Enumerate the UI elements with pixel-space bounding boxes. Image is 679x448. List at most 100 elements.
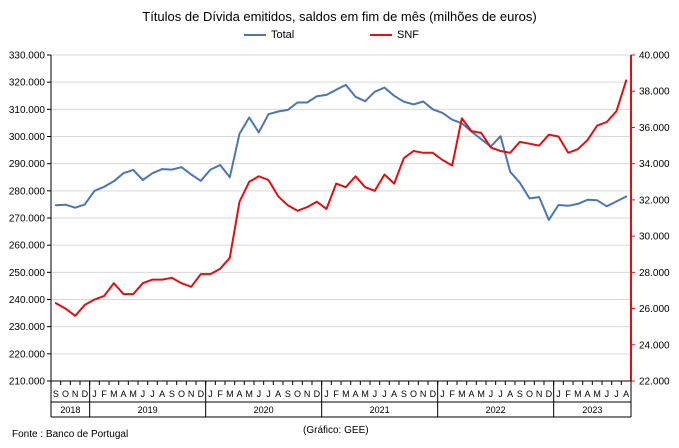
x-tick-label: J — [382, 389, 387, 399]
x-tick-label: F — [565, 389, 571, 399]
y-right-tick-label: 36.000 — [639, 123, 670, 134]
x-tick-label: O — [294, 389, 301, 399]
y-right-tick-label: 30.000 — [639, 232, 670, 243]
x-tick-label: J — [141, 389, 146, 399]
x-tick-label: O — [178, 389, 185, 399]
x-tick-label: F — [333, 389, 339, 399]
x-tick-label: F — [449, 389, 455, 399]
x-tick-label: N — [304, 389, 311, 399]
x-tick-label: A — [236, 389, 242, 399]
x-tick-label: M — [361, 389, 369, 399]
x-tick-label: O — [410, 389, 417, 399]
x-tick-label: S — [401, 389, 407, 399]
x-tick-label: S — [53, 389, 59, 399]
y-right-tick-label: 28.000 — [639, 268, 670, 279]
y-left-tick-label: 270.000 — [9, 214, 46, 225]
chart-title: Títulos de Dívida emitidos, saldos em fi… — [142, 9, 537, 24]
y-left-tick-label: 330.000 — [9, 51, 46, 62]
source-note: Fonte : Banco de Portugal — [12, 429, 129, 440]
x-tick-label: A — [623, 389, 629, 399]
x-tick-label: M — [593, 389, 601, 399]
y-right-tick-label: 34.000 — [639, 159, 670, 170]
year-label: 2022 — [486, 405, 506, 415]
x-tick-label: M — [477, 389, 485, 399]
x-tick-label: N — [188, 389, 195, 399]
x-tick-label: D — [430, 389, 437, 399]
x-tick-label: N — [536, 389, 543, 399]
chart-credit: (Gráfico: GEE) — [303, 425, 369, 436]
y-right-tick-label: 40.000 — [639, 51, 670, 62]
x-tick-label: D — [546, 389, 553, 399]
legend-total-label: Total — [271, 29, 295, 41]
x-tick-label: J — [373, 389, 378, 399]
x-tick-label: J — [440, 389, 445, 399]
x-tick-label: S — [517, 389, 523, 399]
x-tick-label: J — [257, 389, 262, 399]
y-left-tick-label: 210.000 — [9, 377, 46, 388]
x-tick-label: F — [217, 389, 223, 399]
y-right-tick-label: 24.000 — [639, 340, 670, 351]
x-tick-label: O — [62, 389, 69, 399]
legend-total-swatch — [244, 34, 266, 36]
y-left-tick-label: 260.000 — [9, 241, 46, 252]
x-tick-label: J — [498, 389, 503, 399]
x-tick-label: A — [507, 389, 513, 399]
y-left-tick-label: 320.000 — [9, 78, 46, 89]
x-tick-label: A — [352, 389, 358, 399]
year-label: 2019 — [138, 405, 158, 415]
y-left-tick-label: 310.000 — [9, 105, 46, 116]
y-left-tick-label: 250.000 — [9, 268, 46, 279]
year-label: 2020 — [254, 405, 274, 415]
x-tick-label: A — [468, 389, 474, 399]
series-line-total — [54, 83, 628, 221]
x-tick-label: A — [120, 389, 126, 399]
x-tick-label: J — [266, 389, 271, 399]
x-tick-label: M — [226, 389, 234, 399]
x-tick-label: J — [556, 389, 561, 399]
year-label: 2021 — [370, 405, 390, 415]
y-left-tick-label: 230.000 — [9, 322, 46, 333]
x-tick-label: F — [101, 389, 107, 399]
x-tick-label: J — [150, 389, 155, 399]
x-tick-label: M — [458, 389, 466, 399]
y-right-tick-label: 26.000 — [639, 304, 670, 315]
legend-snf-label: SNF — [397, 29, 419, 41]
x-tick-label: A — [159, 389, 165, 399]
x-tick-label: J — [489, 389, 494, 399]
year-label: 2023 — [582, 405, 602, 415]
x-tick-label: D — [198, 389, 205, 399]
y-left-tick-label: 240.000 — [9, 295, 46, 306]
y-right-tick-label: 22.000 — [639, 377, 670, 388]
x-tick-label: J — [605, 389, 610, 399]
x-tick-label: N — [420, 389, 427, 399]
x-tick-label: N — [72, 389, 79, 399]
x-tick-label: A — [275, 389, 281, 399]
y-right-tick-label: 38.000 — [639, 87, 670, 98]
series-line-snf — [54, 79, 628, 317]
x-tick-label: J — [614, 389, 619, 399]
y-left-tick-label: 220.000 — [9, 349, 46, 360]
x-tick-label: M — [245, 389, 253, 399]
legend-snf: SNF — [370, 29, 419, 41]
x-tick-label: D — [82, 389, 89, 399]
x-tick-label: S — [169, 389, 175, 399]
x-tick-label: A — [391, 389, 397, 399]
year-label: 2018 — [60, 405, 80, 415]
legend-total: Total — [244, 29, 294, 41]
x-tick-label: J — [324, 389, 329, 399]
x-tick-label: J — [92, 389, 97, 399]
y-left-tick-label: 290.000 — [9, 159, 46, 170]
x-tick-label: M — [110, 389, 118, 399]
x-tick-label: D — [314, 389, 321, 399]
x-tick-label: M — [129, 389, 137, 399]
y-right-tick-label: 32.000 — [639, 195, 670, 206]
x-tick-label: M — [574, 389, 582, 399]
x-tick-label: A — [584, 389, 590, 399]
x-tick-label: M — [342, 389, 350, 399]
legend-snf-swatch — [370, 34, 392, 36]
y-left-tick-label: 300.000 — [9, 132, 46, 143]
x-tick-label: J — [208, 389, 213, 399]
x-tick-label: S — [285, 389, 291, 399]
x-tick-label: O — [526, 389, 533, 399]
